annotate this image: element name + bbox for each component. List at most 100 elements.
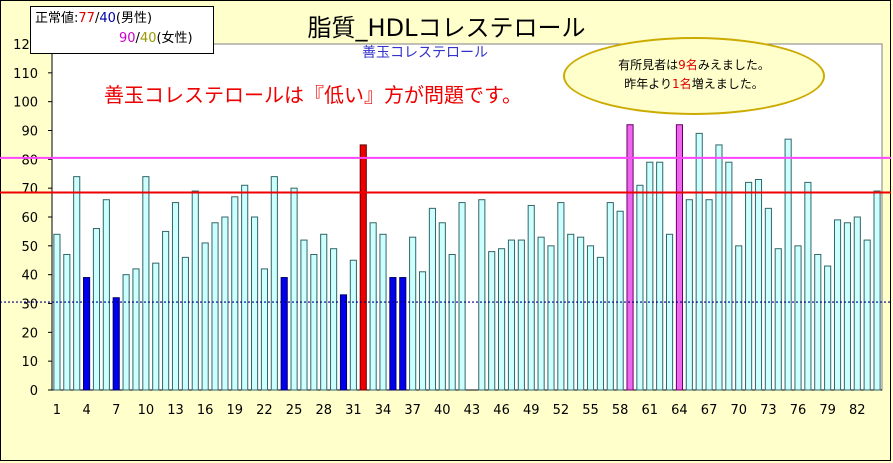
bar-62 — [656, 161, 664, 391]
bar-30 — [339, 294, 348, 391]
callout-line-2: 昨年より1名増えました。 — [624, 77, 764, 91]
female-upper-value: 90 — [119, 31, 136, 46]
x-tick-label: 76 — [790, 403, 807, 418]
x-tick-label: 28 — [315, 403, 332, 418]
male-upper-value: 77 — [78, 11, 95, 26]
bar-37 — [409, 236, 417, 391]
bar-61 — [646, 161, 654, 391]
x-tick-label: 64 — [671, 403, 688, 418]
bar-42 — [458, 202, 466, 391]
bar-15 — [191, 190, 199, 391]
male-tag: (男性) — [115, 11, 153, 26]
x-tick-label: 43 — [464, 403, 481, 418]
x-tick-label: 37 — [404, 403, 421, 418]
x-tick-label: 34 — [375, 403, 392, 418]
bar-72 — [754, 179, 763, 391]
x-tick-label: 10 — [138, 403, 155, 418]
y-tick-label: 90 — [21, 125, 38, 140]
bar-4 — [83, 277, 91, 391]
bar-7 — [112, 297, 120, 391]
bar-14 — [181, 256, 189, 391]
bar-13 — [171, 202, 180, 391]
bar-21 — [250, 216, 259, 391]
bar-6 — [102, 199, 110, 391]
bar-19 — [231, 196, 239, 391]
bar-65 — [685, 199, 693, 391]
bar-5 — [92, 228, 101, 391]
bar-68 — [715, 144, 723, 391]
x-tick-label: 67 — [701, 403, 718, 418]
legend-series-label: 善玉コレステロール — [362, 45, 488, 61]
bar-66 — [695, 132, 703, 391]
bar-51 — [547, 245, 555, 391]
x-tick-label: 16 — [197, 403, 214, 418]
bar-75 — [784, 138, 792, 391]
bar-67 — [705, 199, 713, 391]
x-tick-label: 73 — [760, 403, 777, 418]
bar-27 — [310, 253, 318, 391]
bar-59 — [626, 124, 634, 391]
x-tick-label: 58 — [612, 403, 629, 418]
bar-50 — [537, 236, 545, 391]
bar-39 — [428, 207, 436, 391]
bar-54 — [577, 236, 585, 391]
bar-11 — [152, 262, 160, 391]
bar-1 — [53, 233, 61, 391]
bar-41 — [448, 253, 456, 391]
bar-71 — [745, 181, 753, 391]
chart-title: 脂質_HDLコレステロール — [307, 14, 586, 42]
y-tick-label: 100 — [13, 96, 38, 111]
x-tick-label: 49 — [523, 403, 540, 418]
bar-35 — [389, 277, 397, 391]
x-tick-label: 46 — [493, 403, 510, 418]
x-tick-label: 13 — [167, 403, 184, 418]
bar-60 — [636, 184, 644, 391]
bar-52 — [557, 202, 565, 391]
bar-48 — [517, 239, 525, 391]
bar-18 — [221, 216, 229, 391]
bar-22 — [260, 268, 269, 391]
normal-range-female: 90/40(女性) — [119, 31, 193, 46]
x-tick-label: 70 — [730, 403, 747, 418]
x-tick-label: 52 — [553, 403, 570, 418]
y-tick-label: 80 — [21, 153, 38, 168]
bar-16 — [201, 242, 209, 391]
x-tick-label: 55 — [582, 403, 599, 418]
bar-17 — [211, 222, 219, 391]
bar-45 — [488, 251, 496, 391]
bar-34 — [379, 233, 387, 391]
bar-25 — [290, 187, 298, 391]
bar-70 — [735, 245, 743, 391]
bar-84 — [873, 190, 881, 391]
bar-40 — [438, 222, 446, 391]
x-tick-label: 4 — [82, 403, 90, 418]
x-tick-label: 25 — [286, 403, 303, 418]
bar-23 — [270, 176, 278, 391]
bar-32 — [359, 144, 367, 391]
bar-24 — [280, 277, 288, 391]
bar-82 — [853, 216, 861, 391]
bar-20 — [241, 184, 249, 391]
y-tick-label: 10 — [21, 355, 38, 370]
normal-range-male: 正常値:77/40(男性) — [35, 11, 153, 26]
bar-74 — [774, 248, 782, 391]
bar-77 — [804, 181, 812, 391]
bar-31 — [349, 259, 357, 391]
bar-10 — [142, 176, 150, 391]
bar-80 — [833, 219, 842, 391]
bar-78 — [814, 253, 822, 391]
callout-ellipse: 有所見者は9名みえました。 昨年より1名増えました。 — [563, 37, 825, 115]
bar-55 — [586, 245, 595, 391]
bar-28 — [320, 233, 328, 391]
bar-58 — [616, 210, 624, 391]
y-tick-label: 70 — [21, 182, 38, 197]
callout-line-1: 有所見者は9名みえました。 — [618, 58, 770, 72]
bar-73 — [764, 207, 772, 391]
bar-46 — [498, 248, 506, 391]
bar-76 — [794, 245, 802, 391]
female-tag: (女性) — [156, 31, 193, 46]
y-tick-label: 40 — [21, 269, 38, 284]
normal-range-label: 正常値: — [35, 11, 79, 26]
y-tick-label: 50 — [21, 240, 38, 255]
